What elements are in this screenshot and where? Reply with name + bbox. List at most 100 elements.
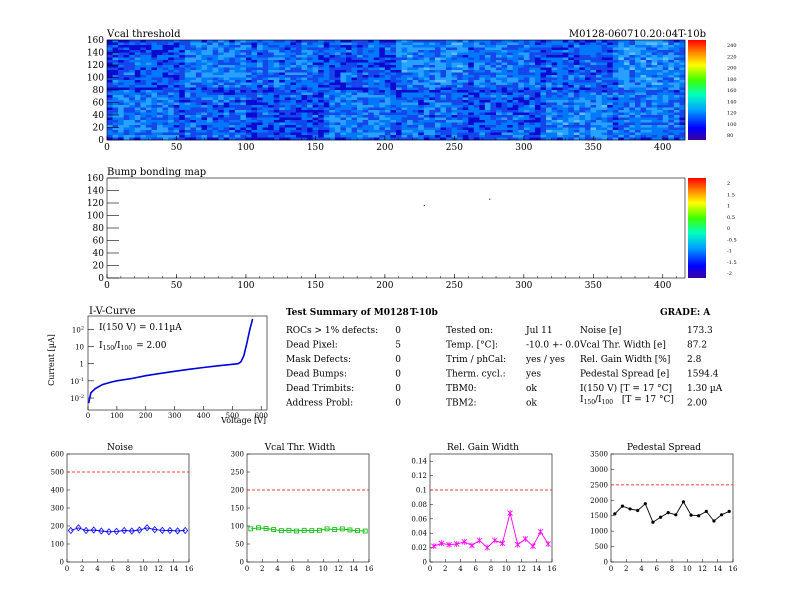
heatmap-cell: [612, 80, 619, 83]
heatmap-cell: [568, 47, 575, 51]
heatmap-cell: [479, 62, 486, 66]
heatmap-cell: [345, 87, 352, 91]
heatmap-cell: [651, 127, 658, 131]
heatmap-cell: [507, 77, 514, 81]
heatmap-cell: [423, 70, 430, 73]
heatmap-cell: [168, 115, 174, 118]
heatmap-cell: [345, 115, 352, 118]
x-tick-label: 350: [585, 281, 602, 291]
heatmap-cell: [546, 75, 552, 78]
heatmap-cell: [657, 115, 664, 118]
heatmap-cell: [145, 127, 152, 131]
heatmap-cell: [290, 110, 297, 113]
heatmap-cell: [579, 112, 586, 116]
heatmap-cell: [484, 92, 491, 96]
heatmap-cell: [534, 92, 541, 96]
heatmap-cell: [634, 102, 641, 106]
heatmap-cell: [284, 117, 291, 121]
heatmap-cell: [673, 90, 680, 93]
heatmap-cell: [301, 87, 308, 91]
heatmap-cell: [451, 72, 458, 76]
heatmap-cell: [568, 77, 575, 81]
iv-y-tick-label: 10: [75, 344, 84, 352]
heatmap-cell: [157, 127, 163, 131]
heatmap-cell: [368, 67, 375, 71]
heatmap-cell: [373, 55, 380, 58]
heatmap-cell: [362, 55, 369, 58]
heatmap-cell: [379, 65, 386, 68]
x-tick-label: 14: [532, 565, 541, 573]
heatmap-cell: [334, 80, 341, 83]
heatmap-cell: [301, 77, 308, 81]
heatmap-cell: [673, 50, 680, 53]
heatmap-cell: [307, 67, 313, 71]
heatmap-cell: [601, 130, 608, 133]
data-point: [128, 527, 135, 535]
heatmap-cell: [562, 130, 569, 133]
x-tick-label: 6: [474, 565, 479, 573]
test-label: TBM2:: [446, 399, 477, 409]
heatmap-cell: [312, 47, 319, 51]
heatmap-cell: [190, 122, 197, 126]
heatmap-cell: [457, 102, 463, 106]
heatmap-cell: [145, 97, 152, 101]
heatmap-cell: [668, 42, 675, 46]
heatmap-cell: [579, 122, 586, 126]
heatmap-cell: [662, 82, 669, 86]
heatmap-cell: [518, 82, 525, 86]
heatmap-cell: [579, 50, 586, 53]
heatmap-cell: [262, 120, 269, 123]
heatmap-cell: [162, 72, 169, 76]
heatmap-cell: [334, 127, 341, 131]
heatmap-cell: [640, 130, 647, 133]
x-tick-label: 200: [376, 281, 393, 291]
heatmap-cell: [440, 65, 447, 68]
heatmap-cell: [345, 125, 352, 128]
heatmap-cell: [123, 72, 130, 76]
heatmap-cell: [484, 70, 491, 73]
heatmap-cell: [279, 105, 286, 108]
heatmap-cell: [457, 67, 463, 71]
heatmap-cell: [584, 125, 591, 128]
heatmap-cell: [279, 85, 286, 88]
heatmap-cell: [390, 127, 397, 131]
heatmap-cell: [195, 62, 202, 66]
heatmap-cell: [434, 57, 441, 61]
heatmap-cell: [240, 55, 247, 58]
heatmap-cell: [507, 92, 514, 96]
heatmap-cell: [462, 62, 469, 66]
heatmap-cell: [168, 120, 174, 123]
heatmap-cell: [351, 67, 358, 71]
heatmap-cell: [412, 42, 419, 46]
heatmap-cell: [384, 107, 391, 111]
heatmap-cell: [668, 105, 675, 108]
heatmap-cell: [412, 137, 419, 141]
heatmap-cell: [262, 100, 269, 103]
heatmap-cell: [140, 100, 147, 103]
heatmap-cell: [446, 67, 452, 71]
heatmap-cell: [451, 40, 458, 43]
heatmap-cell: [457, 90, 463, 93]
heatmap-cell: [129, 117, 136, 121]
heatmap-cell: [551, 125, 558, 128]
vcal-colorbar: [688, 40, 706, 140]
heatmap-cell: [601, 122, 608, 126]
heatmap-cell: [301, 102, 308, 106]
heatmap-cell: [673, 87, 680, 91]
heatmap-cell: [451, 70, 458, 73]
heatmap-cell: [357, 82, 363, 86]
heatmap-cell: [273, 105, 280, 108]
heatmap-cell: [373, 60, 380, 63]
heatmap-cell: [307, 122, 313, 126]
heatmap-cell: [290, 52, 297, 56]
heatmap-cell: [557, 120, 564, 123]
heatmap-cell: [468, 82, 475, 86]
heatmap-cell: [568, 102, 575, 106]
test-value: yes: [525, 370, 541, 380]
heatmap-cell: [396, 132, 402, 136]
heatmap-cell: [568, 45, 575, 48]
heatmap-cell: [145, 100, 152, 103]
heatmap-cell: [468, 110, 475, 113]
heatmap-cell: [451, 120, 458, 123]
heatmap-cell: [451, 52, 458, 56]
